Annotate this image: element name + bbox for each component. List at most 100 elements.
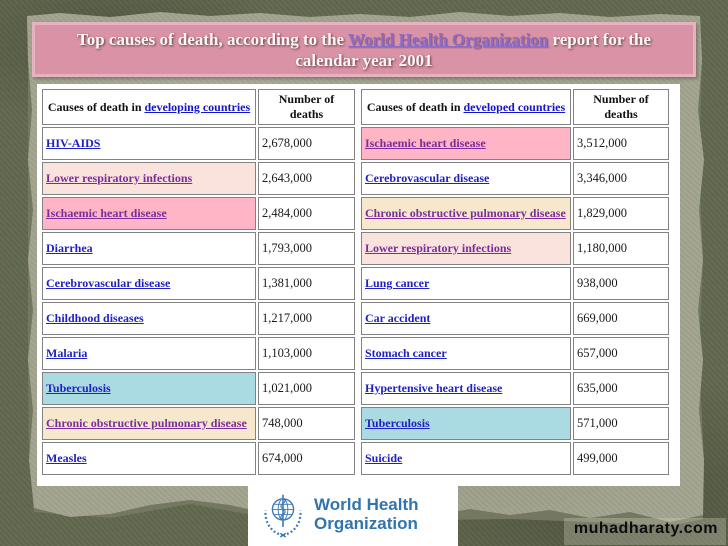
developing-cause-link[interactable]: Cerebrovascular disease xyxy=(46,276,171,290)
developed-deaths-value: 1,180,000 xyxy=(573,232,669,265)
developed-cause-cell: Lower respiratory infections xyxy=(361,232,571,265)
developed-cause-cell: Tuberculosis xyxy=(361,407,571,440)
who-logo-text: World Health Organization xyxy=(314,495,419,533)
developed-cause-link[interactable]: Cerebrovascular disease xyxy=(365,171,490,185)
developing-table-row: Cerebrovascular disease 1,381,000 xyxy=(42,267,355,300)
developed-cause-link[interactable]: Chronic obstructive pulmonary disease xyxy=(365,206,566,220)
developed-cause-cell: Lung cancer xyxy=(361,267,571,300)
who-emblem-icon xyxy=(264,494,302,538)
developing-deaths-value: 1,793,000 xyxy=(258,232,355,265)
developed-table-row: Cerebrovascular disease 3,346,000 xyxy=(361,162,669,195)
developed-cause-cell: Car accident xyxy=(361,302,571,335)
developing-table-row: Ischaemic heart disease 2,484,000 xyxy=(42,197,355,230)
developing-countries-table: Causes of death in developing countries … xyxy=(40,87,357,477)
developing-table-row: Measles 674,000 xyxy=(42,442,355,475)
developed-cause-cell: Ischaemic heart disease xyxy=(361,127,571,160)
developing-deaths-value: 748,000 xyxy=(258,407,355,440)
developing-deaths-value: 2,643,000 xyxy=(258,162,355,195)
developing-cause-link[interactable]: Ischaemic heart disease xyxy=(46,206,167,220)
developed-deaths-header: Number of deaths xyxy=(573,89,669,125)
developing-table-row: Chronic obstructive pulmonary disease 748… xyxy=(42,407,355,440)
developing-cause-cell: Tuberculosis xyxy=(42,372,256,405)
developing-cause-link[interactable]: Chronic obstructive pulmonary disease xyxy=(46,416,247,430)
developed-table-row: Stomach cancer 657,000 xyxy=(361,337,669,370)
developing-deaths-value: 1,217,000 xyxy=(258,302,355,335)
developed-countries-table: Causes of death in developed countries N… xyxy=(359,87,671,477)
developing-countries-link[interactable]: developing countries xyxy=(144,99,251,114)
developing-cause-link[interactable]: Lower respiratory infections xyxy=(46,171,193,185)
developed-deaths-value: 3,346,000 xyxy=(573,162,669,195)
developing-deaths-header: Number of deaths xyxy=(258,89,355,125)
who-logo-line1: World Health xyxy=(314,494,419,514)
developing-table-row: Lower respiratory infections 2,643,000 xyxy=(42,162,355,195)
developed-cause-cell: Chronic obstructive pulmonary disease xyxy=(361,197,571,230)
header-prefix: Causes of death in xyxy=(366,99,464,114)
header-prefix: Causes of death in xyxy=(47,99,145,114)
developed-cause-link[interactable]: Lung cancer xyxy=(365,276,430,290)
developed-table-row: Ischaemic heart disease 3,512,000 xyxy=(361,127,669,160)
developing-deaths-value: 674,000 xyxy=(258,442,355,475)
developing-table-row: Diarrhea 1,793,000 xyxy=(42,232,355,265)
who-logo-line2: Organization xyxy=(314,513,418,533)
developing-cause-link[interactable]: Diarrhea xyxy=(46,241,93,255)
developed-cause-link[interactable]: Suicide xyxy=(365,451,403,465)
developed-deaths-value: 657,000 xyxy=(573,337,669,370)
developed-table-row: Car accident 669,000 xyxy=(361,302,669,335)
developed-cause-link[interactable]: Ischaemic heart disease xyxy=(365,136,486,150)
developed-countries-link[interactable]: developed countries xyxy=(463,99,566,114)
developed-causes-header: Causes of death in developed countries xyxy=(361,89,571,125)
developed-table-row: Lower respiratory infections 1,180,000 xyxy=(361,232,669,265)
developed-table-row: Chronic obstructive pulmonary disease 1,8… xyxy=(361,197,669,230)
developing-deaths-value: 2,678,000 xyxy=(258,127,355,160)
developing-cause-cell: Measles xyxy=(42,442,256,475)
watermark: muhadharaty.com xyxy=(563,518,726,545)
developing-cause-cell: Diarrhea xyxy=(42,232,256,265)
developing-cause-link[interactable]: Tuberculosis xyxy=(46,381,111,395)
developed-deaths-value: 669,000 xyxy=(573,302,669,335)
who-logo-box: World Health Organization xyxy=(248,481,458,546)
developed-deaths-value: 499,000 xyxy=(573,442,669,475)
developed-cause-link[interactable]: Stomach cancer xyxy=(365,346,447,360)
developed-cause-cell: Cerebrovascular disease xyxy=(361,162,571,195)
developed-table-row: Lung cancer 938,000 xyxy=(361,267,669,300)
developed-deaths-value: 635,000 xyxy=(573,372,669,405)
developed-table-row: Hypertensive heart disease 635,000 xyxy=(361,372,669,405)
developing-deaths-value: 1,381,000 xyxy=(258,267,355,300)
developing-causes-header: Causes of death in developing countries xyxy=(42,89,256,125)
developed-cause-link[interactable]: Tuberculosis xyxy=(365,416,430,430)
title-text-after: report for the calendar year 2001 xyxy=(295,29,652,70)
developing-cause-link[interactable]: Childhood diseases xyxy=(46,311,144,325)
developing-cause-cell: Ischaemic heart disease xyxy=(42,197,256,230)
developed-deaths-value: 571,000 xyxy=(573,407,669,440)
developed-deaths-value: 938,000 xyxy=(573,267,669,300)
developed-cause-link[interactable]: Hypertensive heart disease xyxy=(365,381,503,395)
who-title-link[interactable]: World Health Organization xyxy=(348,29,549,49)
developing-table-row: Childhood diseases 1,217,000 xyxy=(42,302,355,335)
developing-table-row: Tuberculosis 1,021,000 xyxy=(42,372,355,405)
developed-deaths-value: 3,512,000 xyxy=(573,127,669,160)
developed-cause-cell: Stomach cancer xyxy=(361,337,571,370)
developing-cause-cell: Malaria xyxy=(42,337,256,370)
table-container: Causes of death in developing countries … xyxy=(37,84,680,486)
developed-cause-cell: Hypertensive heart disease xyxy=(361,372,571,405)
developing-cause-cell: HIV-AIDS xyxy=(42,127,256,160)
developing-cause-cell: Childhood diseases xyxy=(42,302,256,335)
developed-table-row: Tuberculosis 571,000 xyxy=(361,407,669,440)
developed-cause-link[interactable]: Car accident xyxy=(365,311,431,325)
developing-cause-cell: Cerebrovascular disease xyxy=(42,267,256,300)
slide-title-banner: Top causes of death, according to the Wo… xyxy=(32,22,696,77)
title-text-before: Top causes of death, according to the xyxy=(76,29,349,49)
developed-cause-link[interactable]: Lower respiratory infections xyxy=(365,241,512,255)
developing-cause-link[interactable]: Malaria xyxy=(46,346,88,360)
developing-deaths-value: 1,103,000 xyxy=(258,337,355,370)
developing-deaths-value: 2,484,000 xyxy=(258,197,355,230)
developing-cause-link[interactable]: HIV-AIDS xyxy=(46,136,101,150)
developed-table-row: Suicide 499,000 xyxy=(361,442,669,475)
slide-title: Top causes of death, according to the Wo… xyxy=(49,29,679,71)
developing-deaths-value: 1,021,000 xyxy=(258,372,355,405)
developing-table-row: HIV-AIDS 2,678,000 xyxy=(42,127,355,160)
developing-cause-cell: Chronic obstructive pulmonary disease xyxy=(42,407,256,440)
developing-cause-link[interactable]: Measles xyxy=(46,451,87,465)
developed-deaths-value: 1,829,000 xyxy=(573,197,669,230)
developing-cause-cell: Lower respiratory infections xyxy=(42,162,256,195)
